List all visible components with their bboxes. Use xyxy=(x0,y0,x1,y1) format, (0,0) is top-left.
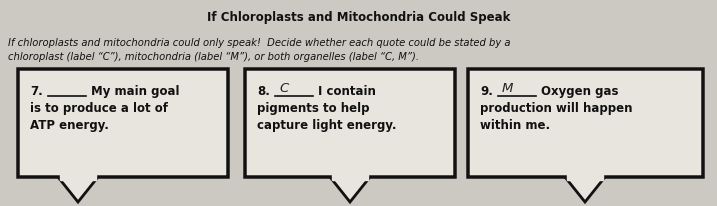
Bar xyxy=(60,174,96,180)
FancyBboxPatch shape xyxy=(245,70,455,177)
Text: chloroplast (label “C”), mitochondria (label “M”), or both organelles (label “C,: chloroplast (label “C”), mitochondria (l… xyxy=(8,52,419,62)
FancyBboxPatch shape xyxy=(468,70,703,177)
Text: Oxygen gas: Oxygen gas xyxy=(541,85,619,98)
Text: 8.: 8. xyxy=(257,85,270,98)
Text: C: C xyxy=(279,82,288,95)
Bar xyxy=(332,174,368,180)
FancyBboxPatch shape xyxy=(18,70,228,177)
Text: pigments to help: pigments to help xyxy=(257,102,369,115)
Text: capture light energy.: capture light energy. xyxy=(257,119,397,132)
Text: M: M xyxy=(502,82,513,95)
Text: 9.: 9. xyxy=(480,85,493,98)
Text: If Chloroplasts and Mitochondria Could Speak: If Chloroplasts and Mitochondria Could S… xyxy=(206,12,511,24)
Polygon shape xyxy=(565,177,605,202)
Text: within me.: within me. xyxy=(480,119,550,132)
Text: I contain: I contain xyxy=(318,85,376,98)
Polygon shape xyxy=(330,177,370,202)
Text: If chloroplasts and mitochondria could only speak!  Decide whether each quote co: If chloroplasts and mitochondria could o… xyxy=(8,38,511,48)
Bar xyxy=(567,174,603,180)
Text: is to produce a lot of: is to produce a lot of xyxy=(30,102,168,115)
Text: 7.: 7. xyxy=(30,85,43,98)
Text: My main goal: My main goal xyxy=(91,85,179,98)
Text: ATP energy.: ATP energy. xyxy=(30,119,109,132)
Text: production will happen: production will happen xyxy=(480,102,632,115)
Polygon shape xyxy=(58,177,98,202)
